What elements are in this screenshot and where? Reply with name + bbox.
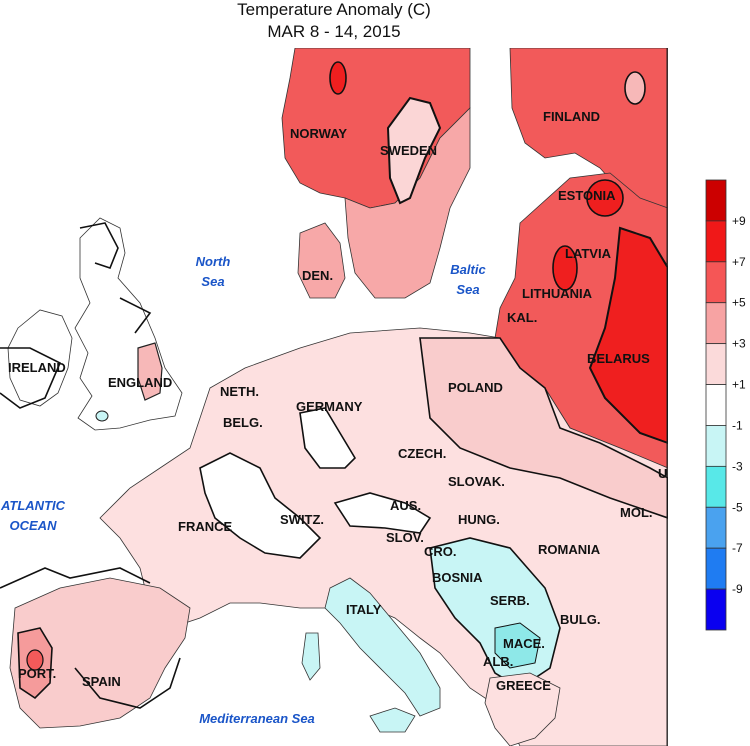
legend-swatch-2 [705,261,727,304]
temperature-map: NORWAY SWEDEN FINLAND ESTONIA LATVIA LITHUANI… [0,48,668,746]
country-label-slov: SLOV. [386,530,424,545]
country-label-estonia: ESTONIA [558,188,616,203]
legend-ticks: +9 +7 +5 +3 +1 -1 -3 -5 -7 -9 [732,214,746,596]
legend-swatch-3 [705,302,727,345]
country-label-poland: POLAND [448,380,503,395]
legend-tick-3: +3 [732,337,746,351]
hot-spot-norway [329,61,347,95]
country-label-finland: FINLAND [543,109,600,124]
neutral-contour-iberia-north [0,567,151,589]
legend-tick-7: -5 [732,500,743,514]
country-label-alb: ALB. [483,654,513,669]
neutral-contour-ireland [0,347,62,409]
country-label-lithuania: LITHUANIA [522,286,593,301]
sea-label-mediterranean-sea-0: Mediterranean Sea [199,711,315,726]
country-label-neth: NETH. [220,384,259,399]
legend-tick-1: +7 [732,255,746,269]
legend-swatch-6 [705,425,727,467]
land-iberia [9,577,191,729]
country-label-norway: NORWAY [290,126,347,141]
legend-swatch-5 [705,384,727,426]
country-label-cro: CRO. [424,544,457,559]
neutral-contour-france [199,452,322,559]
land-sardinia [301,632,321,681]
land-greece [484,672,561,746]
country-label-france: FRANCE [178,519,232,534]
legend-swatch-8 [705,506,727,549]
sea-label-atlantic-ocean-0: ATLANTIC [0,498,66,513]
country-label-ireland: IRELAND [8,360,66,375]
country-label-mace: MACE. [503,636,545,651]
country-labels: NORWAY SWEDEN FINLAND ESTONIA LATVIA LITHUANI… [8,109,668,693]
land-sicily [369,707,416,733]
country-label-spain: SPAIN [82,674,121,689]
neutral-contour-spain-south [74,657,181,709]
country-label-latvia: LATVIA [565,246,612,261]
neutral-contour-germany [299,407,357,469]
country-label-switz: SWITZ. [280,512,324,527]
sea-label-baltic-sea-0: Baltic [450,262,486,277]
legend-tick-6: -3 [732,459,743,473]
country-label-aus: AUS. [390,498,421,513]
sea-label-north-sea-0: North [196,254,231,269]
country-label-belarus: BELARUS [587,351,650,366]
sea-labels: North Sea Baltic Sea ATLANTIC OCEAN Mediterran… [0,254,486,726]
country-label-mol: MOL. [620,505,653,520]
warm-spot-finland [624,71,646,105]
legend-swatch-0 [705,179,727,222]
country-label-italy: ITALY [346,602,382,617]
legend-tick-5: -1 [732,418,743,432]
country-label-sweden: SWEDEN [380,143,437,158]
legend-swatches [705,179,727,631]
neutral-contour-austria [333,492,432,534]
country-label-belg: BELG. [223,415,263,430]
sea-label-north-sea-1: Sea [201,274,224,289]
legend-tick-0: +9 [732,214,746,228]
legend-tick-2: +5 [732,296,746,310]
country-label-romania: ROMANIA [538,542,601,557]
country-label-germany: GERMANY [296,399,363,414]
legend-swatch-1 [705,220,727,263]
hot-core-belarus [588,226,668,445]
country-label-england: ENGLAND [108,375,172,390]
cool-spot-england [95,410,109,422]
country-label-czech: CZECH. [398,446,446,461]
color-legend: +9 +7 +5 +3 +1 -1 -3 -5 -7 -9 [705,179,746,631]
legend-swatch-4 [705,343,727,385]
country-label-bulg: BULG. [560,612,600,627]
country-label-greece: GREECE [496,678,551,693]
warm-spot-portugal [26,649,44,671]
land-italy [324,577,441,717]
balkans-cooler [494,622,541,669]
legend-tick-8: -7 [732,541,743,555]
legend-tick-4: +1 [732,378,746,392]
sea-label-baltic-sea-1: Sea [456,282,479,297]
legend-tick-9: -9 [732,582,743,596]
legend-swatch-9 [705,547,727,590]
legend-swatch-10 [705,588,727,631]
country-label-hung: HUNG. [458,512,500,527]
country-label-slovak: SLOVAK. [448,474,505,489]
neutral-contour-britain [79,222,152,334]
map-subtitle: MAR 8 - 14, 2015 [267,22,401,41]
hot-spot-latvia [552,245,578,291]
country-label-uk: UK [658,466,668,481]
land-ireland [7,309,73,407]
sweden-core [386,96,442,205]
land-denmark [297,222,346,299]
country-label-den: DEN. [302,268,333,283]
country-label-port: PORT. [18,666,56,681]
map-title: Temperature Anomaly (C) [237,0,431,19]
country-label-serb: SERB. [490,593,530,608]
poland-warm-band [419,337,668,519]
country-label-kal: KAL. [507,310,537,325]
sea-label-atlantic-ocean-1: OCEAN [10,518,58,533]
hot-spot-estonia [586,179,624,217]
warm-patch-england [137,342,163,401]
country-label-bosnia: BOSNIA [432,570,483,585]
legend-swatch-7 [705,465,727,508]
